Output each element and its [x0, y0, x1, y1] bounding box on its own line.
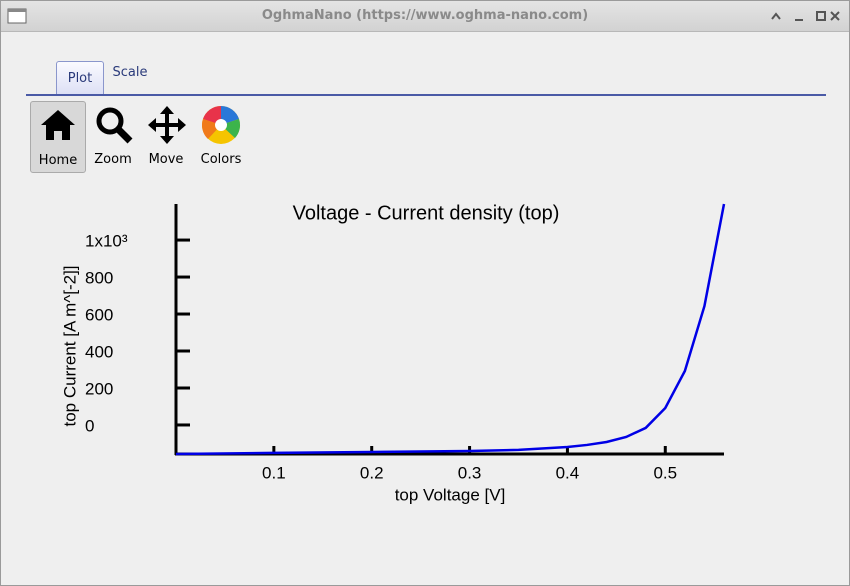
move-button[interactable]: Move — [139, 101, 193, 171]
data-line — [175, 203, 726, 456]
y-tick-label: 0 — [85, 416, 94, 435]
move-icon — [148, 106, 186, 144]
x-tick-label: 0.5 — [653, 463, 677, 482]
y-tick-label: 1x10³ — [85, 232, 128, 251]
zoom-icon — [96, 107, 133, 144]
y-tick-label: 600 — [85, 306, 113, 325]
window-title: OghmaNano (https://www.oghma-nano.com) — [261, 8, 589, 23]
chart-title: Voltage - Current density (top) — [293, 202, 560, 224]
y-tick-label: 400 — [85, 342, 113, 361]
y-axis-label: top Current [A m^[-2]] — [60, 265, 79, 426]
colors-button[interactable]: Colors — [194, 101, 248, 171]
tab-underline — [26, 94, 826, 96]
colors-icon — [202, 106, 241, 144]
tool-label: Home — [38, 153, 78, 168]
tool-label: Colors — [200, 152, 242, 167]
tool-label: Zoom — [94, 152, 132, 167]
tab[interactable]: Scale — [112, 65, 148, 80]
home-icon — [41, 110, 75, 140]
x-tick-label: 0.2 — [360, 463, 384, 482]
x-tick-label: 0.3 — [458, 463, 482, 482]
title-bar: OghmaNano (https://www.oghma-nano.com) — [1, 1, 849, 32]
y-tick-label: 200 — [85, 379, 113, 398]
zoom-button[interactable]: Zoom — [86, 101, 140, 171]
x-axis-label: top Voltage [V] — [395, 485, 506, 504]
home-button[interactable]: Home — [30, 101, 86, 173]
window-controls[interactable] — [769, 9, 841, 23]
window-icon — [7, 8, 27, 24]
y-tick-label: 800 — [85, 269, 113, 288]
x-tick-label: 0.1 — [262, 463, 286, 482]
tool-label: Move — [148, 152, 184, 167]
chart: Voltage - Current density (top) top Volt… — [60, 202, 726, 504]
tab[interactable]: Plot — [56, 61, 104, 94]
x-tick-label: 0.4 — [556, 463, 580, 482]
